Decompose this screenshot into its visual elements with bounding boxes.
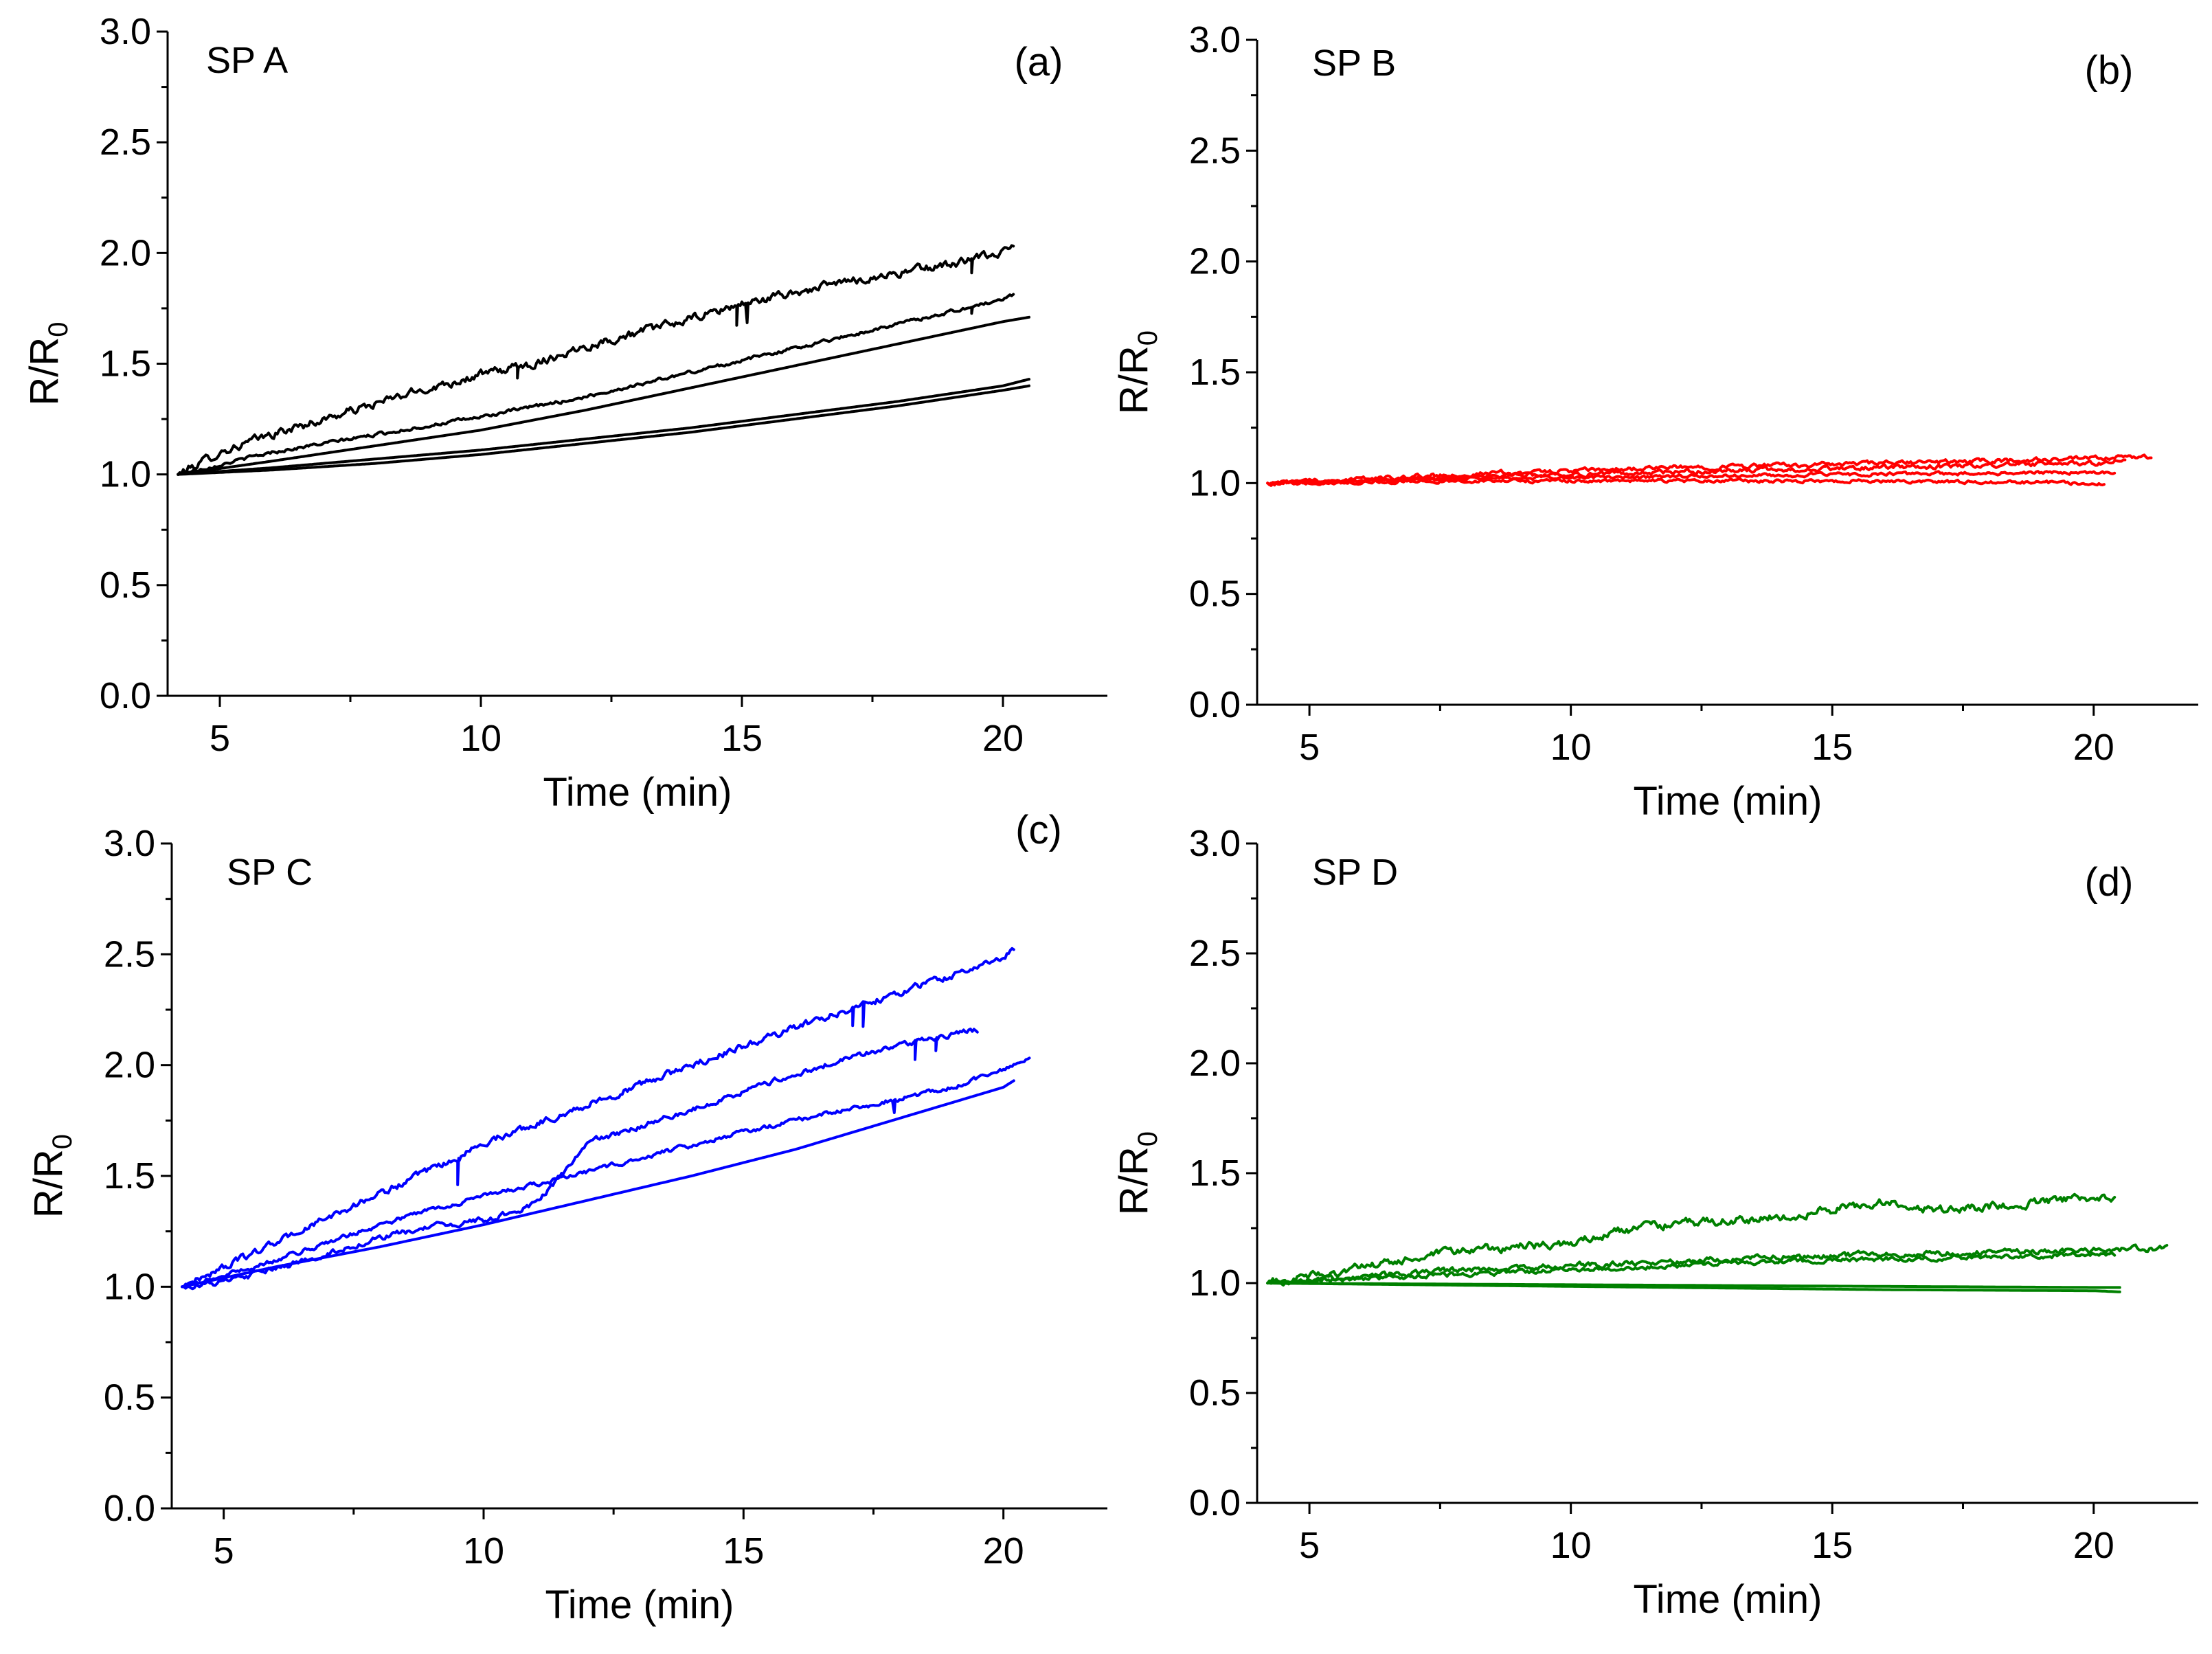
- y-tick-label: 0.0: [104, 1488, 155, 1529]
- x-tick-label: 15: [1812, 1525, 1853, 1566]
- series-line-1: [1266, 1192, 2117, 1286]
- x-tick-label: 5: [214, 1530, 234, 1572]
- y-tick-label: 2.0: [1189, 1043, 1241, 1084]
- y-tick-label: 3.0: [104, 823, 155, 864]
- chart-panel-2: 0.0 0.5 1.0 1.5 2.0 2.5 3.0 5 10 15 20 Time (min) R/…: [1111, 19, 2198, 824]
- y-axis-title-subscript: 0: [1133, 330, 1163, 345]
- chart-panel-4: 0.0 0.5 1.0 1.5 2.0 2.5 3.0 5 10 15 20 Time (min) R/…: [1111, 823, 2198, 1622]
- y-tick-label: 0.0: [100, 675, 151, 716]
- series-line-5: [177, 384, 1030, 476]
- y-axis-title: R/R0: [1111, 330, 1163, 414]
- series-line-4: [1266, 477, 2106, 487]
- series-line-3: [1266, 470, 2117, 486]
- panel-letter: (c): [1015, 808, 1062, 852]
- y-tick-label: 1.0: [100, 454, 151, 495]
- series-line-1: [1266, 453, 2153, 487]
- x-tick-label: 10: [1550, 1525, 1592, 1566]
- y-tick-label: 1.5: [1189, 1153, 1241, 1194]
- panel-letter: (d): [2085, 860, 2134, 905]
- x-tick-label: 15: [721, 718, 763, 759]
- y-axis-title-main: R/R: [1111, 345, 1156, 414]
- y-axis-title-subscript: 0: [1133, 1131, 1163, 1146]
- y-tick-label: 0.0: [1189, 1482, 1241, 1523]
- y-axis-title-main: R/R: [26, 1149, 71, 1218]
- x-tick-label: 5: [210, 718, 230, 759]
- y-tick-label: 2.5: [104, 933, 155, 975]
- y-tick-label: 0.5: [1189, 1372, 1241, 1414]
- chart-panel-1: 0.0 0.5 1.0 1.5 2.0 2.5 3.0 5 10 15 20 Time (min) R/…: [22, 11, 1107, 815]
- sample-label: SP C: [227, 852, 313, 893]
- y-tick-label: 3.0: [100, 11, 151, 52]
- y-tick-label: 2.0: [104, 1045, 155, 1086]
- series-line-4: [181, 1079, 1015, 1289]
- series-line-2: [181, 1028, 979, 1291]
- sample-label: SP D: [1312, 852, 1398, 893]
- panel-letter: (b): [2085, 48, 2134, 93]
- x-axis-title: Time (min): [1634, 1577, 1822, 1622]
- x-tick-label: 20: [983, 1530, 1024, 1572]
- y-tick-label: 2.5: [100, 122, 151, 163]
- x-tick-label: 20: [2073, 1525, 2114, 1566]
- y-tick-label: 0.5: [104, 1377, 155, 1418]
- series-line-4: [177, 378, 1030, 476]
- series-line-3: [177, 315, 1030, 476]
- x-tick-label: 15: [1812, 727, 1853, 768]
- y-tick-label: 3.0: [1189, 823, 1241, 864]
- sample-label: SP B: [1312, 43, 1396, 84]
- y-tick-label: 1.0: [104, 1266, 155, 1307]
- series-line-3: [1266, 1251, 2117, 1286]
- x-tick-label: 10: [1550, 727, 1592, 768]
- y-axis-title-subscript: 0: [43, 321, 74, 337]
- y-tick-label: 1.0: [1189, 1262, 1241, 1304]
- y-tick-label: 1.0: [1189, 462, 1241, 503]
- x-tick-label: 15: [723, 1530, 764, 1572]
- series-line-1: [177, 244, 1015, 476]
- sample-label: SP A: [206, 40, 288, 81]
- y-tick-label: 2.5: [1189, 933, 1241, 974]
- y-tick-label: 2.0: [100, 232, 151, 273]
- y-tick-label: 0.0: [1189, 684, 1241, 725]
- y-axis-title-main: R/R: [1111, 1146, 1156, 1215]
- x-tick-label: 20: [2073, 727, 2114, 768]
- x-tick-label: 10: [463, 1530, 504, 1572]
- chart-panel-3: 0.0 0.5 1.0 1.5 2.0 2.5 3.0 5 10 15 20 Time (min) R/…: [26, 808, 1107, 1627]
- x-tick-label: 10: [460, 718, 501, 759]
- series-line-1: [181, 947, 1015, 1289]
- y-tick-label: 1.5: [100, 343, 151, 385]
- y-tick-label: 1.5: [104, 1155, 155, 1197]
- series-line-2: [1266, 1243, 2169, 1287]
- y-axis-title: R/R0: [1111, 1131, 1163, 1215]
- y-tick-label: 2.5: [1189, 130, 1241, 171]
- series-line-2: [177, 293, 1015, 476]
- y-tick-label: 0.5: [1189, 574, 1241, 615]
- x-tick-label: 20: [982, 718, 1024, 759]
- panel-letter: (a): [1015, 40, 1063, 84]
- series-line-5: [1266, 1282, 2121, 1293]
- y-axis-title-main: R/R: [22, 337, 67, 406]
- x-axis-title: Time (min): [543, 770, 732, 815]
- y-tick-label: 1.5: [1189, 352, 1241, 393]
- y-axis-title: R/R0: [26, 1134, 78, 1218]
- x-tick-label: 5: [1299, 1525, 1320, 1566]
- x-axis-title: Time (min): [1634, 779, 1822, 824]
- series-line-3: [181, 1056, 1031, 1289]
- y-tick-label: 2.0: [1189, 241, 1241, 282]
- y-axis-title: R/R0: [22, 321, 74, 405]
- y-tick-label: 3.0: [1189, 19, 1241, 60]
- y-axis-title-subscript: 0: [47, 1134, 78, 1149]
- x-tick-label: 5: [1299, 727, 1320, 768]
- y-tick-label: 0.5: [100, 565, 151, 606]
- x-axis-title: Time (min): [545, 1583, 734, 1627]
